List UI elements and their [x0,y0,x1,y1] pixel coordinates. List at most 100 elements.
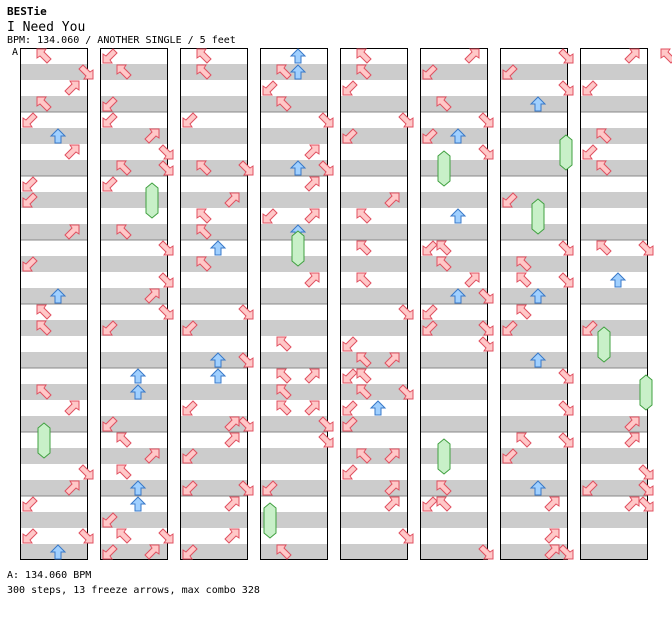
footer-bpm: A: 134.060 BPM [7,570,92,581]
column-border [100,48,168,560]
lane-stripe [101,256,167,272]
down-left-arrow-icon [262,480,278,496]
lane-stripe [101,320,167,336]
up-left-arrow-icon [276,384,292,400]
down-left-arrow-icon [182,320,198,336]
song-title: I Need You [7,20,86,35]
lane-stripe [341,224,407,240]
down-left-arrow-icon [342,400,358,416]
down-right-arrow-icon [318,112,334,128]
lane-stripe [261,192,327,208]
down-right-arrow-icon [158,528,174,544]
lane-stripe [341,512,407,528]
down-left-arrow-icon [582,144,598,160]
chart-column [180,48,248,560]
column-border [260,48,328,560]
up-right-arrow-icon [64,144,80,160]
lane-stripe [421,192,487,208]
down-right-arrow-icon [478,544,494,560]
down-right-arrow-icon [478,320,494,336]
up-right-arrow-icon [624,496,640,512]
up-left-arrow-icon [276,336,292,352]
down-right-arrow-icon [638,496,654,512]
freeze-arrow [145,182,159,219]
center-arrow-icon [529,352,547,368]
up-left-arrow-icon [276,400,292,416]
down-right-arrow-icon [158,240,174,256]
lane-stripe [341,256,407,272]
up-right-arrow-icon [64,224,80,240]
down-left-arrow-icon [342,368,358,384]
up-left-arrow-icon [116,224,132,240]
lane-stripe [421,256,487,272]
lane-stripe [21,160,87,176]
up-left-arrow-icon [356,48,372,64]
lane-stripe [581,160,647,176]
chart-column [580,48,648,560]
up-left-arrow-icon [356,272,372,288]
up-right-arrow-icon [624,432,640,448]
lane-stripe [581,64,647,80]
center-arrow-icon [129,496,147,512]
down-left-arrow-icon [102,320,118,336]
chart-marker: A [12,47,19,58]
chart-column [500,48,568,560]
lane-stripe [421,384,487,400]
center-arrow-icon [209,368,227,384]
down-left-arrow-icon [182,480,198,496]
lane-stripe [581,224,647,240]
lane-stripe [181,512,247,528]
down-left-arrow-icon [422,128,438,144]
lane-stripe [261,384,327,400]
lane-stripe [501,448,567,464]
up-right-arrow-icon [304,272,320,288]
footer-stats: 300 steps, 13 freeze arrows, max combo 3… [7,585,260,596]
down-left-arrow-icon [502,320,518,336]
up-left-arrow-icon [116,432,132,448]
up-right-arrow-icon [304,208,320,224]
up-left-arrow-icon [436,96,452,112]
up-right-arrow-icon [304,400,320,416]
down-left-arrow-icon [102,48,118,64]
center-arrow-icon [49,288,67,304]
lane-stripe [101,96,167,112]
lane-stripe [261,352,327,368]
lane-stripe [101,160,167,176]
lane-stripe [581,96,647,112]
up-right-arrow-icon [464,48,480,64]
lane-stripe [581,288,647,304]
lane-stripe [181,320,247,336]
down-left-arrow-icon [342,128,358,144]
lane-stripe [101,416,167,432]
lane-stripe [581,352,647,368]
down-right-arrow-icon [158,304,174,320]
lane-stripe [341,160,407,176]
down-right-arrow-icon [478,112,494,128]
down-right-arrow-icon [558,544,574,560]
lane-stripe [261,416,327,432]
up-left-arrow-icon [516,304,532,320]
down-right-arrow-icon [158,160,174,176]
lane-stripe [421,352,487,368]
up-left-arrow-icon [356,448,372,464]
down-left-arrow-icon [342,464,358,480]
down-left-arrow-icon [342,416,358,432]
down-right-arrow-icon [158,272,174,288]
up-right-arrow-icon [384,192,400,208]
column-border [500,48,568,560]
up-left-arrow-icon [356,368,372,384]
down-right-arrow-icon [398,384,414,400]
up-left-arrow-icon [436,256,452,272]
freeze-arrow [437,150,451,187]
down-right-arrow-icon [558,80,574,96]
down-left-arrow-icon [502,448,518,464]
up-left-arrow-icon [516,256,532,272]
lane-stripe [21,64,87,80]
down-right-arrow-icon [398,112,414,128]
down-right-arrow-icon [558,48,574,64]
lane-stripe [421,160,487,176]
freeze-arrow [263,502,277,539]
down-right-arrow-icon [78,64,94,80]
down-left-arrow-icon [502,64,518,80]
down-left-arrow-icon [422,320,438,336]
